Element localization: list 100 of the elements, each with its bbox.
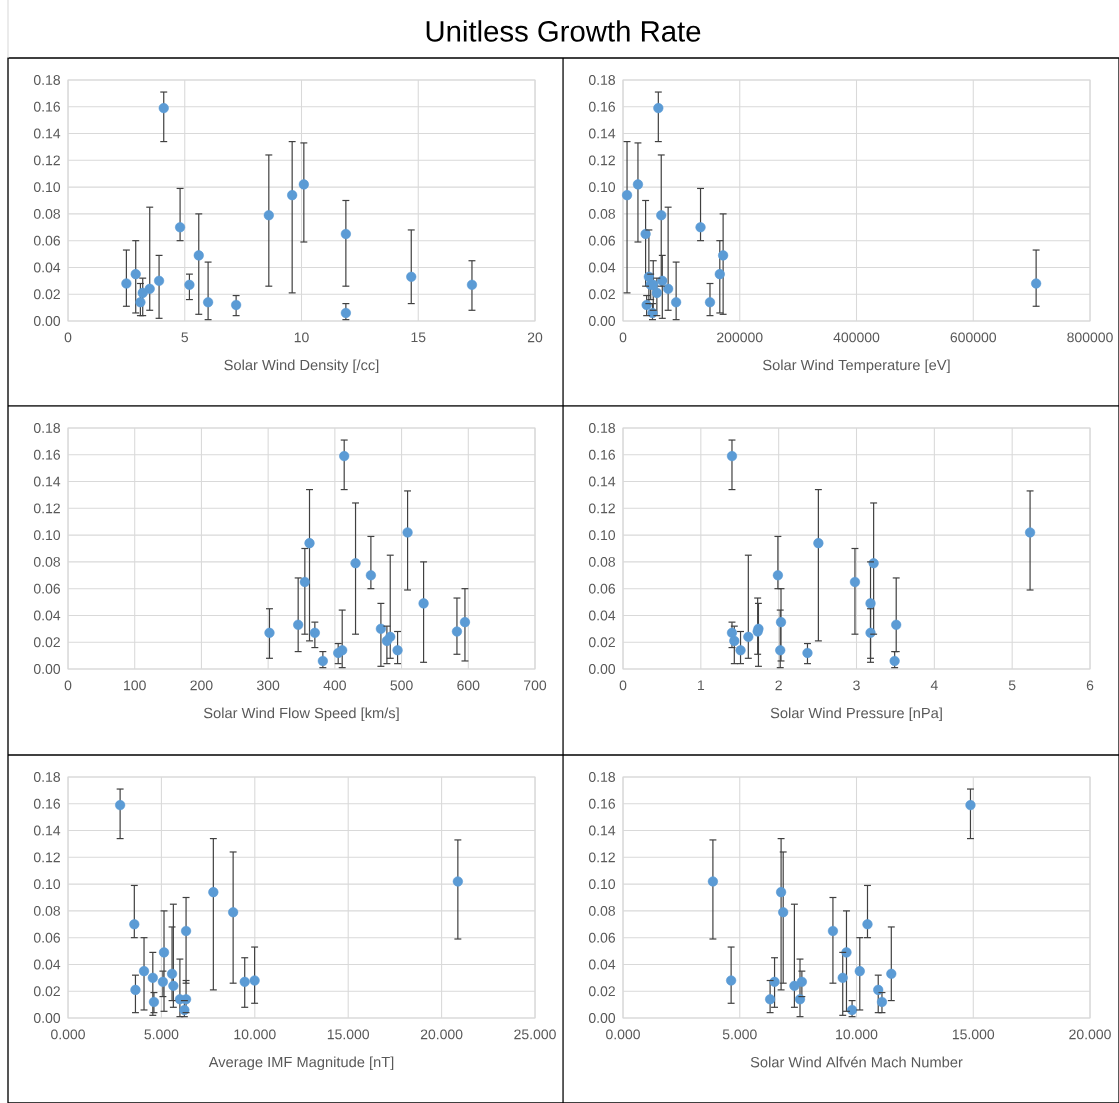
point xyxy=(769,976,780,987)
x-tick-label: 700 xyxy=(524,680,547,691)
x-tick-label: 400000 xyxy=(833,332,880,343)
y-tick-label: 0.12 xyxy=(33,155,60,166)
x-tick-label: 10.000 xyxy=(234,1029,276,1040)
y-tick-label: 0.02 xyxy=(588,986,615,997)
x-tick-label: 10 xyxy=(294,332,309,343)
point xyxy=(208,887,219,898)
point xyxy=(299,576,310,588)
x-axis-title: Solar Wind Alfvén Mach Number xyxy=(750,1056,963,1068)
point xyxy=(154,275,165,286)
x-tick-label: 100 xyxy=(124,680,146,691)
x-tick-label: 600 xyxy=(457,680,480,691)
y-tick-label: 0.10 xyxy=(33,879,61,890)
point xyxy=(794,994,806,1005)
point xyxy=(862,919,873,930)
y-tick-label: 0.06 xyxy=(33,932,61,943)
point xyxy=(873,984,884,995)
y-tick-label: 0.04 xyxy=(588,959,616,970)
point xyxy=(714,269,725,280)
y-tick-label: 0.04 xyxy=(33,610,61,621)
point xyxy=(129,919,140,930)
point xyxy=(392,645,403,656)
y-tick-label: 0.08 xyxy=(33,556,61,567)
x-axis-title: Solar Wind Density [/cc] xyxy=(224,359,379,374)
point xyxy=(656,210,667,221)
x-tick-label: 400 xyxy=(323,680,346,691)
y-tick-label: 0.02 xyxy=(33,986,60,997)
y-tick-label: 0.02 xyxy=(588,637,615,648)
point xyxy=(827,925,838,937)
y-tick-label: 0.10 xyxy=(588,879,616,890)
point xyxy=(180,925,192,937)
point xyxy=(663,283,674,294)
point xyxy=(718,250,729,261)
x-tick-label: 300 xyxy=(256,680,280,691)
point xyxy=(175,222,186,233)
point xyxy=(886,968,897,979)
point xyxy=(775,645,786,656)
chart-title: Unitless Growth Rate xyxy=(426,20,701,42)
x-tick-label: 15.000 xyxy=(327,1029,370,1040)
y-tick-label: 0.18 xyxy=(588,423,616,433)
point xyxy=(743,631,754,642)
point xyxy=(772,570,783,581)
y-tick-label: 0.18 xyxy=(588,75,616,85)
y-tick-label: 0.00 xyxy=(33,316,61,326)
point xyxy=(704,297,716,308)
x-tick-label: 25.000 xyxy=(514,1029,556,1040)
point xyxy=(632,179,644,190)
point xyxy=(350,558,361,569)
y-tick-label: 0.16 xyxy=(33,798,61,809)
x-tick-label: 5.000 xyxy=(144,1029,179,1040)
y-tick-label: 0.16 xyxy=(588,798,616,809)
point xyxy=(891,619,902,630)
y-tick-label: 0.06 xyxy=(588,583,616,594)
point xyxy=(1025,527,1036,538)
point xyxy=(452,876,463,887)
point xyxy=(813,538,824,549)
point xyxy=(157,976,168,987)
point xyxy=(287,190,298,201)
point xyxy=(115,800,126,811)
point xyxy=(865,627,876,638)
y-tick-label: 0.00 xyxy=(33,1013,61,1023)
y-tick-label: 0.10 xyxy=(33,182,61,193)
y-tick-label: 0.14 xyxy=(588,476,616,487)
x-tick-label: 200000 xyxy=(717,332,763,343)
y-tick-label: 0.00 xyxy=(588,316,616,326)
point xyxy=(158,947,170,958)
y-tick-label: 0.16 xyxy=(33,101,61,112)
x-tick-label: 2 xyxy=(775,680,782,691)
x-tick-label: 20.000 xyxy=(1069,1029,1111,1040)
y-tick-label: 0.08 xyxy=(588,556,616,567)
point xyxy=(365,570,376,581)
y-tick-label: 0.00 xyxy=(588,1013,616,1023)
point xyxy=(203,297,214,308)
point xyxy=(789,980,800,991)
point xyxy=(339,451,350,462)
y-tick-label: 0.08 xyxy=(588,208,616,219)
point xyxy=(726,975,737,986)
y-tick-label: 0.12 xyxy=(588,852,615,863)
x-tick-label: 500 xyxy=(390,680,413,691)
y-tick-label: 0.18 xyxy=(33,423,61,433)
y-tick-label: 0.12 xyxy=(588,155,615,166)
point xyxy=(264,627,275,638)
point xyxy=(121,278,132,289)
point xyxy=(671,297,682,308)
x-tick-label: 800000 xyxy=(1067,332,1113,343)
y-tick-label: 0.16 xyxy=(588,101,616,112)
y-tick-label: 0.14 xyxy=(33,128,61,139)
y-tick-label: 0.12 xyxy=(33,503,60,514)
y-tick-label: 0.04 xyxy=(33,959,61,970)
point xyxy=(765,994,776,1005)
y-tick-label: 0.08 xyxy=(588,905,616,916)
point xyxy=(228,907,239,918)
y-tick-label: 0.18 xyxy=(33,75,61,85)
y-tick-label: 0.10 xyxy=(33,530,61,541)
point xyxy=(451,626,463,637)
x-tick-label: 6 xyxy=(1086,680,1094,691)
x-tick-label: 0 xyxy=(64,332,72,343)
point xyxy=(876,996,888,1007)
x-tick-label: 5.000 xyxy=(722,1029,757,1040)
